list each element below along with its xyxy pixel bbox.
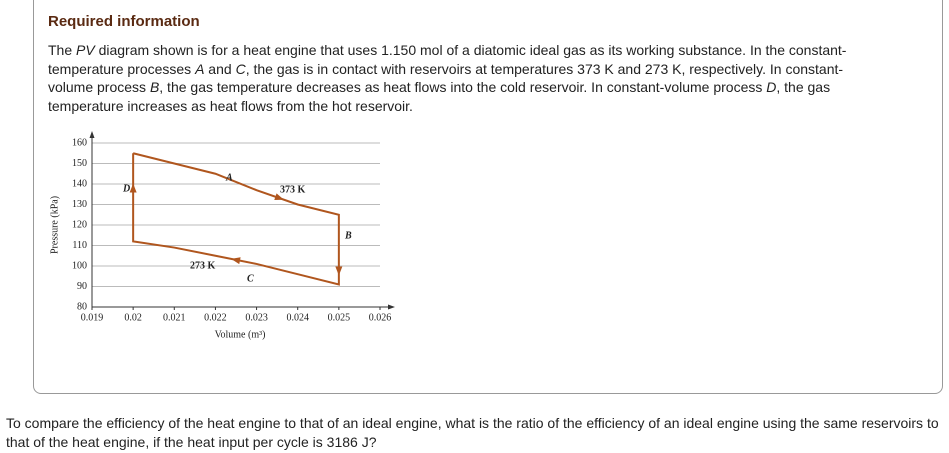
y-tick-label: 160 bbox=[72, 137, 87, 148]
x-axis-label: Volume (m³) bbox=[215, 329, 266, 340]
x-tick-label: 0.021 bbox=[163, 312, 186, 323]
y-tick-label: 150 bbox=[72, 158, 87, 169]
y-tick-label: 130 bbox=[72, 199, 87, 210]
annotation: C bbox=[247, 273, 254, 284]
x-tick-label: 0.025 bbox=[328, 312, 351, 323]
y-tick-label: 140 bbox=[72, 178, 87, 189]
italic-text: B bbox=[149, 79, 160, 95]
direction-arrow bbox=[129, 183, 137, 193]
info-box bbox=[33, 0, 943, 394]
title: Required information bbox=[48, 13, 200, 30]
x-tick-label: 0.024 bbox=[286, 312, 309, 323]
text-run: The bbox=[48, 42, 77, 58]
y-tick-label: 80 bbox=[77, 301, 87, 312]
question: To compare the efficiency of the heat en… bbox=[6, 415, 939, 450]
y-tick-label: 110 bbox=[72, 240, 87, 251]
text-run: diagram shown is for a heat engine that … bbox=[48, 42, 847, 77]
axis-arrow bbox=[89, 131, 95, 138]
italic-text: C bbox=[235, 60, 246, 77]
y-axis-label: Pressure (kPa) bbox=[49, 196, 60, 254]
x-tick-label: 0.019 bbox=[81, 312, 104, 323]
text-run: and bbox=[204, 60, 236, 77]
annotation: 273 K bbox=[190, 260, 216, 271]
x-tick-label: 0.02 bbox=[124, 312, 141, 323]
annotation: B bbox=[344, 230, 352, 241]
paragraph: The PV diagram shown is for a heat engin… bbox=[48, 41, 878, 115]
direction-arrow bbox=[335, 266, 343, 276]
y-tick-label: 120 bbox=[72, 219, 87, 230]
axis-arrow bbox=[388, 304, 395, 310]
italic-text: A bbox=[195, 60, 205, 77]
annotation: D bbox=[122, 183, 130, 194]
text-run: , the gas is in contact with reservoirs … bbox=[48, 60, 844, 96]
x-tick-label: 0.023 bbox=[245, 312, 267, 323]
direction-arrow bbox=[274, 193, 284, 201]
annotation: A bbox=[225, 172, 233, 183]
chart: 80 90 100 110 120 130 140 150 160 0.019 0.02 0.021 0… bbox=[49, 131, 395, 340]
cycle-line bbox=[132, 152, 340, 286]
y-tick-label: 100 bbox=[72, 260, 87, 271]
italic-text: D bbox=[766, 79, 777, 95]
annotation: 373 K bbox=[280, 184, 306, 195]
x-tick-label: 0.026 bbox=[369, 312, 392, 323]
text-run: , the gas temperature decreases as heat … bbox=[159, 79, 767, 95]
y-tick-label: 90 bbox=[77, 281, 87, 292]
x-tick-label: 0.022 bbox=[204, 312, 227, 323]
direction-arrow bbox=[231, 257, 241, 265]
italic-text: PV bbox=[76, 42, 95, 58]
text-run: , the gas temperature increases as heat … bbox=[48, 79, 831, 114]
